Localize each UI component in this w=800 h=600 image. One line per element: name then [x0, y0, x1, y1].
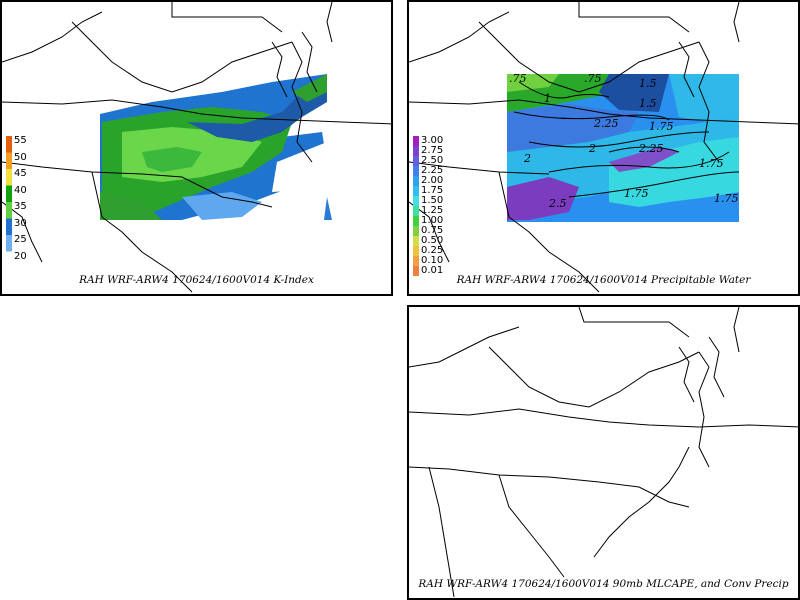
contour-label: 2 — [588, 142, 596, 155]
legend-label: 20 — [14, 250, 27, 262]
pwat-contours — [513, 81, 740, 198]
legend-label: 0.25 — [421, 245, 444, 256]
legend-label: 2.75 — [421, 145, 444, 156]
contour-label: 2.25 — [593, 117, 619, 130]
kindex-panel: 55 50 45 40 35 30 25 20 RAH WRF-ARW4 170624/160… — [0, 0, 393, 296]
kindex-caption: RAH WRF-ARW4 170624/1600V014 K-Index — [79, 274, 314, 286]
contour-label: .75 — [509, 72, 527, 85]
legend-label: 55 — [14, 135, 27, 146]
legend-label: 1.00 — [421, 215, 444, 226]
pwat-legend: 3.00 2.75 2.50 2.25 2.00 1.75 1.50 1.25 1.00 0.75… — [413, 136, 453, 281]
pwat-panel: .75 1 1.5 1.75 2 2.25 2.5 .75 1.75 1.5 2… — [407, 0, 800, 296]
legend-label: 1.75 — [421, 185, 444, 196]
contour-label: 2.25 — [638, 142, 664, 155]
legend-label: 40 — [14, 184, 27, 196]
contour-label: 1.5 — [639, 77, 657, 90]
contour-label: 1.75 — [699, 157, 724, 170]
contour-label: 1.5 — [639, 97, 657, 110]
contour-label: .75 — [584, 72, 602, 85]
contour-label: 2 — [523, 152, 531, 165]
mlcape-borders — [409, 307, 798, 598]
legend-label: 2.25 — [421, 165, 444, 176]
legend-label: 1.25 — [421, 205, 444, 216]
kindex-field — [100, 74, 332, 220]
kindex-map — [2, 2, 391, 293]
kindex-legend: 55 50 45 40 35 30 25 20 — [6, 136, 36, 286]
legend-label: 3.00 — [421, 135, 444, 146]
pwat-caption: RAH WRF-ARW4 170624/1600V014 Precipitabl… — [456, 274, 751, 286]
mlcape-map — [409, 307, 798, 598]
kindex-borders — [2, 2, 391, 293]
legend-label: 1.50 — [421, 195, 444, 206]
pwat-field — [507, 74, 739, 222]
legend-label: 0.10 — [421, 255, 444, 266]
kindex-colorbar — [6, 136, 12, 268]
legend-label: 45 — [14, 168, 27, 179]
legend-label: 0.75 — [421, 225, 444, 236]
legend-label: 35 — [14, 201, 27, 212]
legend-label: 0.50 — [421, 235, 444, 246]
pwat-borders — [409, 2, 798, 293]
pwat-map: .75 1 1.5 1.75 2 2.25 2.5 .75 1.75 1.5 2… — [409, 2, 798, 293]
pwat-contour-labels: .75 1 1.5 1.75 2 2.25 2.5 .75 1.75 1.5 2… — [509, 72, 739, 210]
legend-label: 0.01 — [421, 265, 444, 276]
mlcape-panel: RAH WRF-ARW4 170624/1600V014 90mb MLCAPE… — [407, 305, 800, 600]
contour-label: 1.75 — [714, 192, 739, 205]
pwat-colorbar — [413, 136, 419, 276]
legend-label: 30 — [14, 217, 27, 229]
legend-label: 25 — [14, 234, 27, 245]
mlcape-caption: RAH WRF-ARW4 170624/1600V014 90mb MLCAPE… — [418, 578, 789, 590]
contour-label: 1.75 — [649, 120, 674, 133]
legend-label: 2.50 — [421, 155, 444, 166]
contour-label: 1.75 — [624, 187, 649, 200]
contour-label: 1 — [544, 92, 551, 105]
legend-label: 50 — [14, 151, 27, 163]
contour-label: 2.5 — [548, 197, 567, 210]
legend-label: 2.00 — [421, 175, 444, 186]
